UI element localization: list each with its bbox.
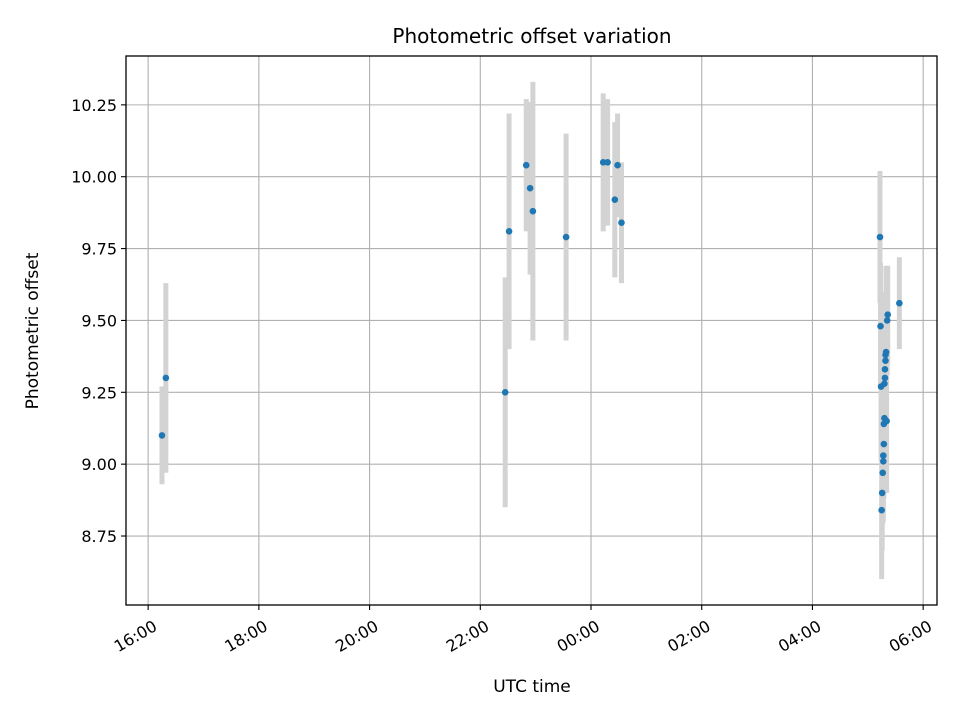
data-point <box>614 161 621 169</box>
data-point <box>877 322 884 330</box>
y-tick-label: 9.25 <box>81 383 117 402</box>
data-point <box>878 506 885 514</box>
data-point <box>562 233 570 241</box>
y-axis-label: Photometric offset <box>23 252 43 409</box>
data-point <box>882 357 889 364</box>
data-point <box>505 228 513 235</box>
data-point <box>618 219 625 227</box>
x-axis-label: UTC time <box>493 677 571 697</box>
y-tick-label: 9.75 <box>81 240 117 259</box>
data-point <box>604 159 611 166</box>
y-tick-label: 8.75 <box>81 527 117 546</box>
data-point <box>878 489 886 497</box>
data-point <box>880 457 887 465</box>
data-point <box>529 207 537 215</box>
data-point <box>522 161 530 169</box>
data-point <box>501 388 509 396</box>
data-point <box>896 299 903 307</box>
data-point <box>881 380 888 387</box>
data-point <box>158 432 166 439</box>
data-point <box>876 233 884 241</box>
data-point <box>881 366 889 373</box>
data-point <box>883 317 891 324</box>
y-tick-label: 9.50 <box>81 311 117 330</box>
data-points <box>158 159 903 514</box>
data-point <box>881 374 889 382</box>
data-point <box>526 184 534 192</box>
y-tick-label: 10.00 <box>71 168 117 187</box>
y-tick-label: 10.25 <box>71 96 117 115</box>
data-point <box>162 374 170 382</box>
y-tick-label: 9.00 <box>81 455 117 474</box>
data-point <box>883 417 890 425</box>
data-point <box>882 348 890 356</box>
data-point <box>880 440 888 448</box>
data-point <box>879 469 887 477</box>
plot-frame <box>125 55 938 606</box>
chart-title: Photometric offset variation <box>392 24 671 48</box>
data-point <box>611 196 619 204</box>
data-point <box>880 452 887 459</box>
data-point <box>884 311 892 318</box>
